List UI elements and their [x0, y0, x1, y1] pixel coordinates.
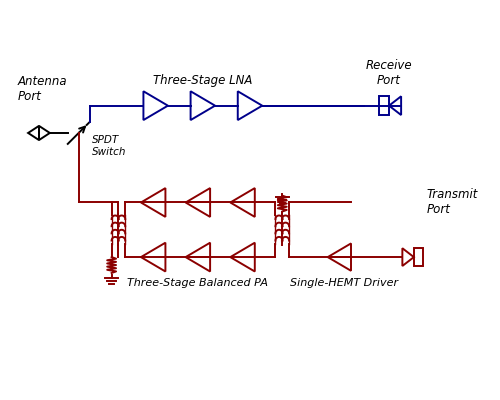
Text: SPDT
Switch: SPDT Switch: [92, 136, 126, 157]
Text: Transmit
Port: Transmit Port: [426, 188, 478, 216]
Text: Three-Stage Balanced PA: Three-Stage Balanced PA: [128, 278, 268, 288]
Text: Receive
Port: Receive Port: [366, 59, 412, 87]
Text: Three-Stage LNA: Three-Stage LNA: [153, 74, 252, 87]
Text: Antenna
Port: Antenna Port: [18, 75, 68, 103]
Text: Single-HEMT Driver: Single-HEMT Driver: [290, 278, 399, 288]
